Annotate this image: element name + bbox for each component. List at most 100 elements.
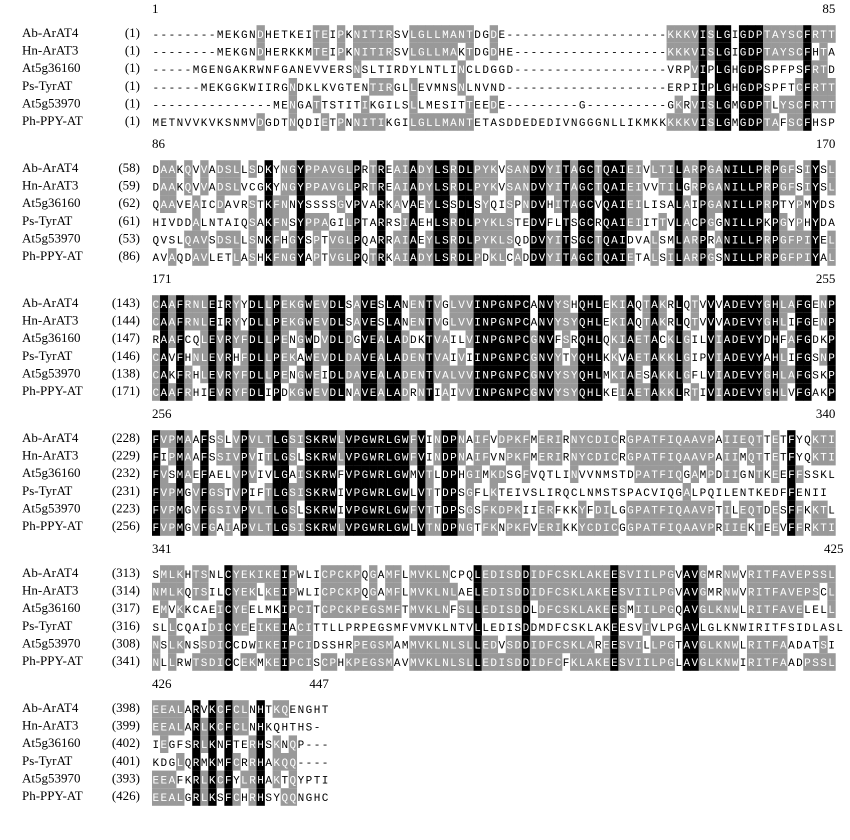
residue-shade <box>344 447 354 466</box>
residue-shade <box>513 348 523 366</box>
residue-shade <box>152 770 161 789</box>
residue-shade <box>755 113 764 131</box>
residue-shade <box>433 635 442 654</box>
residue-shade <box>690 312 700 331</box>
residue-shade <box>353 565 362 583</box>
residue-shade <box>682 160 691 178</box>
residue-shade <box>642 653 651 671</box>
residue-shade <box>746 365 756 384</box>
residue-shade <box>288 113 298 131</box>
residue-shade <box>722 312 732 331</box>
sequence-residues: CAVFHNLEVRHFDLLPEKAWEVDLDAVEALADENTVAIVI… <box>153 353 836 365</box>
residue-shade <box>449 635 458 654</box>
residue-shade <box>570 565 579 583</box>
residue-shade <box>827 582 836 601</box>
residue-shade <box>401 365 410 384</box>
residue-shade <box>537 653 547 671</box>
residue-shade <box>521 653 531 671</box>
residue-shade <box>666 348 675 366</box>
residue-shade <box>433 600 442 618</box>
residue-shade <box>658 312 667 331</box>
residue-shade <box>296 430 306 448</box>
residue-shade <box>497 430 507 448</box>
block-start: 86 <box>152 136 166 151</box>
residue-shade <box>288 565 298 583</box>
residue-shade <box>537 195 547 213</box>
residue-shade <box>489 518 499 536</box>
residue-shade <box>280 618 289 636</box>
residue-shade <box>650 248 659 266</box>
residue-shade <box>328 312 338 331</box>
residue-shade <box>353 582 362 601</box>
residue-shade <box>465 177 474 196</box>
residue-shade <box>409 600 418 618</box>
residue-shade <box>457 25 466 43</box>
residue-shade <box>787 518 796 536</box>
residue-shade <box>232 248 241 266</box>
residue-shade <box>328 295 338 313</box>
residue-shade <box>489 653 499 671</box>
residue-shade <box>497 230 507 249</box>
residue-shade <box>224 160 233 178</box>
residue-shade <box>361 635 370 654</box>
residue-shade <box>714 230 724 249</box>
residue-shade <box>176 483 185 501</box>
residue-shade <box>369 653 378 671</box>
residue-shade <box>449 230 458 249</box>
residue-shade <box>618 330 627 348</box>
residue-shade <box>489 230 499 249</box>
residue-shade <box>192 248 201 266</box>
residue-shade <box>433 248 442 266</box>
residue-shade <box>746 348 756 366</box>
residue-shade <box>763 635 772 654</box>
residue-shade <box>562 565 571 583</box>
residue-shade <box>353 25 362 43</box>
residue-shade <box>465 295 474 313</box>
residue-shade <box>746 653 756 671</box>
residue-shade <box>771 653 780 671</box>
residue-shade <box>722 248 732 266</box>
residue-shade <box>417 447 426 466</box>
residue-shade <box>642 295 651 313</box>
residue-shade <box>353 465 362 483</box>
residue-shade <box>634 500 643 519</box>
residue-shade <box>787 600 796 618</box>
residue-shade <box>353 653 362 671</box>
residue-shade <box>401 430 410 448</box>
residue-shade <box>755 447 764 466</box>
residue-shade <box>771 248 780 266</box>
residue-shade <box>537 348 547 366</box>
residue-shade <box>481 177 490 196</box>
residue-shade <box>795 95 804 114</box>
residue-shade <box>369 447 378 466</box>
residue-shade <box>304 653 314 671</box>
residue-shade <box>578 565 587 583</box>
residue-shade <box>192 348 201 366</box>
residue-shade <box>505 447 515 466</box>
residue-shade <box>208 753 217 771</box>
residue-shade <box>344 365 354 384</box>
residue-shade <box>755 348 764 366</box>
residue-shade <box>513 500 523 519</box>
residue-shade <box>586 295 595 313</box>
residue-shade <box>353 248 362 266</box>
residue-shade <box>320 430 330 448</box>
residue-shade <box>353 383 362 401</box>
residue-shade <box>746 330 756 348</box>
residue-shade <box>320 42 330 61</box>
residue-shade <box>795 42 804 61</box>
residue-shade <box>361 348 370 366</box>
residue-shade <box>521 565 531 583</box>
residue-shade <box>401 248 410 266</box>
sequence-name: At5g53970 <box>22 95 81 110</box>
residue-shade <box>176 312 185 331</box>
residue-shade <box>787 25 796 43</box>
residue-shade <box>385 348 394 366</box>
residue-shade <box>811 177 820 196</box>
residue-shade <box>320 330 330 348</box>
residue-shade <box>152 788 161 806</box>
residue-shade <box>457 600 466 618</box>
residue-shade <box>489 42 499 61</box>
residue-shade <box>763 177 772 196</box>
residue-shade <box>570 635 579 654</box>
